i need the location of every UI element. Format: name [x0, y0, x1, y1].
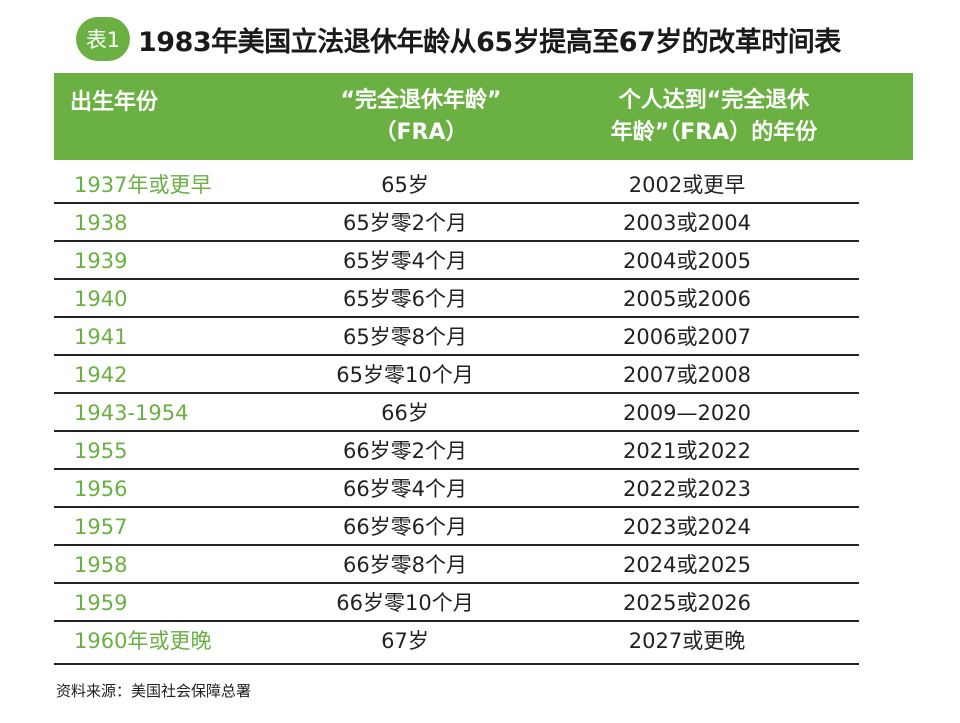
- source-note: 资料来源：美国社会保障总署: [56, 682, 252, 700]
- header-fra-line2: （FRA）: [374, 119, 468, 145]
- table-number-badge: 表1: [76, 17, 130, 61]
- table-row: 1955 66岁零2个月 2021或2022: [54, 432, 859, 470]
- fra-table-body: 1937年或更早 65岁 2002或更早 1938 65岁零2个月 2003或2004 …: [54, 166, 859, 658]
- cell-fra: 65岁零10个月: [336, 363, 474, 387]
- cell-fra: 65岁零2个月: [342, 211, 468, 235]
- header-birth-year-label: 出生年份: [70, 89, 159, 115]
- cell-fra: 66岁零4个月: [342, 477, 468, 501]
- table-row: 1941 65岁零8个月 2006或2007: [54, 318, 859, 356]
- cell-fra-year: 2021或2022: [623, 439, 751, 463]
- cell-fra-year: 2006或2007: [623, 325, 751, 349]
- cell-fra-year: 2022或2023: [623, 477, 751, 501]
- cell-fra-year: 2003或2004: [623, 211, 751, 235]
- table-row: 1939 65岁零4个月 2004或2005: [54, 242, 859, 280]
- table-row: 1940 65岁零6个月 2005或2006: [54, 280, 859, 318]
- header-fra-year: 个人达到“完全退休 年龄”（FRA）的年份: [574, 73, 854, 160]
- cell-fra: 66岁零10个月: [336, 591, 474, 615]
- cell-birth-year: 1942: [74, 363, 128, 387]
- cell-birth-year: 1957: [74, 515, 128, 539]
- cell-birth-year: 1938: [74, 211, 128, 235]
- cell-fra: 65岁零4个月: [342, 249, 468, 273]
- cell-birth-year: 1959: [74, 591, 128, 615]
- cell-fra: 66岁零6个月: [342, 515, 468, 539]
- cell-birth-year: 1940: [74, 287, 128, 311]
- table-row: 1956 66岁零4个月 2022或2023: [54, 470, 859, 508]
- page-title: 1983年美国立法退休年龄从65岁提高至67岁的改革时间表: [138, 26, 841, 58]
- table-header: 出生年份 “完全退休年龄” （FRA） 个人达到“完全退休 年龄”（FRA）的年…: [54, 73, 913, 160]
- cell-fra-year: 2023或2024: [623, 515, 751, 539]
- cell-fra-year: 2024或2025: [623, 553, 751, 577]
- cell-fra-year: 2005或2006: [623, 287, 751, 311]
- table-row: 1960年或更晚 67岁 2027或更晚: [54, 622, 859, 658]
- cell-birth-year: 1939: [74, 249, 128, 273]
- table-title: 表1 1983年美国立法退休年龄从65岁提高至67岁的改革时间表: [76, 16, 841, 62]
- cell-fra-year: 2002或更早: [628, 173, 746, 197]
- header-birth-year: 出生年份: [70, 59, 158, 146]
- cell-fra: 65岁零6个月: [342, 287, 468, 311]
- cell-fra: 66岁: [381, 401, 429, 425]
- cell-fra: 65岁: [381, 173, 429, 197]
- cell-fra: 67岁: [381, 629, 429, 653]
- table-row: 1958 66岁零8个月 2024或2025: [54, 546, 859, 584]
- cell-fra: 65岁零8个月: [342, 325, 468, 349]
- cell-birth-year: 1955: [74, 439, 128, 463]
- table-bottom-rule: [54, 663, 859, 665]
- table-row: 1959 66岁零10个月 2025或2026: [54, 584, 859, 622]
- cell-birth-year: 1941: [74, 325, 128, 349]
- cell-fra: 66岁零8个月: [342, 553, 468, 577]
- cell-fra-year: 2025或2026: [623, 591, 751, 615]
- cell-birth-year: 1937年或更早: [74, 173, 212, 197]
- header-fra-year-line1: 个人达到“完全退休: [618, 87, 810, 113]
- table-row: 1937年或更早 65岁 2002或更早: [54, 166, 859, 204]
- table-row: 1957 66岁零6个月 2023或2024: [54, 508, 859, 546]
- cell-birth-year: 1960年或更晚: [74, 629, 212, 653]
- cell-fra-year: 2027或更晚: [628, 629, 746, 653]
- table-row: 1942 65岁零10个月 2007或2008: [54, 356, 859, 394]
- header-fra-year-line2: 年龄”（FRA）的年份: [610, 119, 818, 145]
- cell-fra-year: 2004或2005: [623, 249, 751, 273]
- header-fra-line1: “完全退休年龄”: [340, 87, 502, 113]
- cell-birth-year: 1958: [74, 553, 128, 577]
- table-row: 1938 65岁零2个月 2003或2004: [54, 204, 859, 242]
- cell-fra-year: 2009—2020: [623, 401, 751, 425]
- table-row: 1943-1954 66岁 2009—2020: [54, 394, 859, 432]
- cell-fra-year: 2007或2008: [623, 363, 751, 387]
- cell-birth-year: 1956: [74, 477, 128, 501]
- header-fra: “完全退休年龄” （FRA）: [316, 73, 526, 160]
- cell-birth-year: 1943-1954: [74, 401, 189, 425]
- cell-fra: 66岁零2个月: [342, 439, 468, 463]
